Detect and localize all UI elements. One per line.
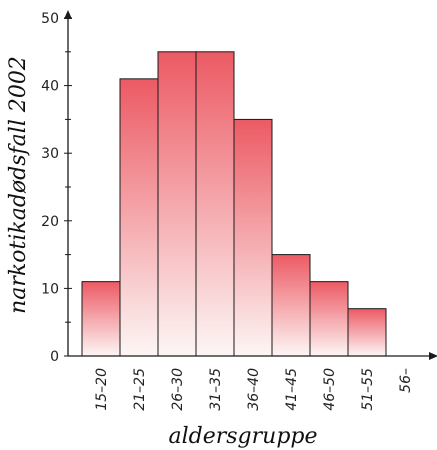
bar-31–35 — [195, 51, 235, 357]
bar-21–25 — [119, 78, 159, 357]
x-tick-label: 36–40 — [246, 368, 262, 411]
y-axis-ticks: 0 10 20 30 40 50 — [41, 11, 72, 365]
x-tick-label: 26–30 — [170, 368, 186, 411]
y-tick-label: 40 — [41, 79, 59, 95]
y-tick-label: 10 — [41, 281, 59, 297]
x-tick-label: 21–25 — [132, 368, 148, 411]
bar-36–40 — [233, 118, 273, 357]
x-tick-label: 46–50 — [322, 368, 338, 411]
x-tick-label: 41–45 — [284, 368, 300, 411]
bars-group — [81, 51, 387, 357]
bar-26–30 — [157, 51, 197, 357]
x-tick-label: 15–20 — [94, 368, 110, 411]
x-axis-title: aldersgruppe — [168, 424, 317, 449]
x-axis-category-labels: 15–20 21–25 26–30 31–35 36–40 41–45 46–50 51–55… — [94, 368, 414, 411]
y-tick-label: 30 — [41, 146, 59, 162]
bar-15–20 — [81, 281, 121, 357]
x-tick-label: 56– — [398, 368, 414, 393]
y-tick-label: 20 — [41, 214, 59, 230]
x-tick-label: 51–55 — [360, 368, 376, 411]
y-tick-label: 0 — [50, 349, 59, 365]
bar-51–55 — [347, 308, 387, 357]
bar-46–50 — [309, 281, 349, 357]
y-axis-title: narkotikadødsfall 2002 — [6, 56, 31, 314]
y-tick-label: 50 — [41, 11, 59, 27]
bar-41–45 — [271, 254, 311, 357]
x-tick-label: 31–35 — [208, 368, 224, 411]
